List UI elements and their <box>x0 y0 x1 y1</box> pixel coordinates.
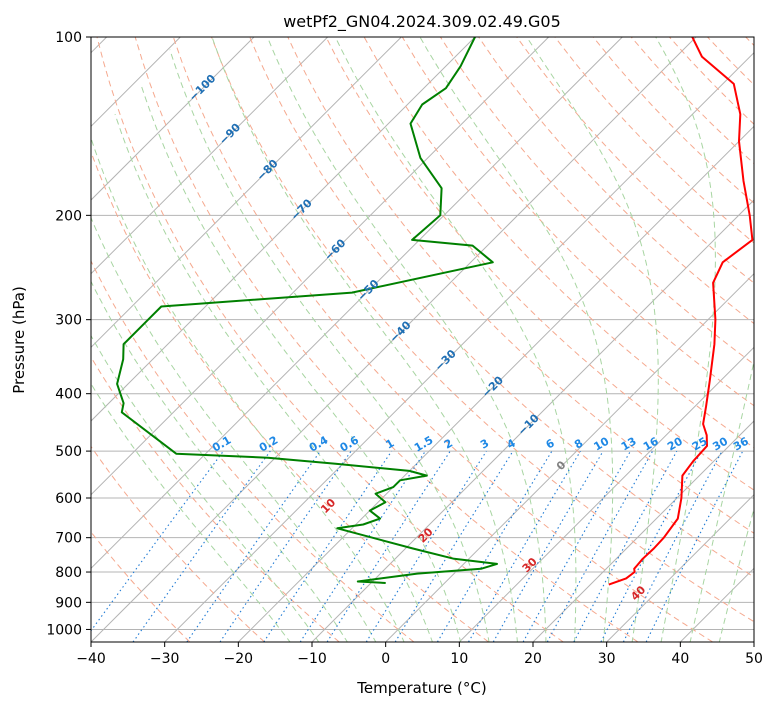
dry-adiabat <box>516 37 754 284</box>
isotherm-line <box>91 37 623 570</box>
x-axis-label: Temperature (°C) <box>356 679 486 697</box>
isotherm-line <box>91 37 697 642</box>
x-tick-label: −20 <box>224 651 254 667</box>
y-tick-label: 600 <box>55 491 82 507</box>
mixing-ratio-line <box>573 450 678 642</box>
dry-adiabat <box>134 37 639 642</box>
moist-adiabat <box>266 37 547 642</box>
isotherm-line <box>458 346 754 642</box>
moist-adiabat <box>655 37 716 642</box>
y-tick-label: 800 <box>55 565 82 581</box>
moist-adiabat <box>169 49 490 642</box>
mixing-ratio-line <box>600 450 702 642</box>
dry-adiabat <box>91 445 265 642</box>
isotherm-line <box>237 125 754 642</box>
x-tick-label: 50 <box>745 651 763 667</box>
moist-adiabat <box>91 280 348 642</box>
moist-adiabat <box>689 358 754 642</box>
moist-adiabat <box>91 382 291 642</box>
x-tick-label: −30 <box>150 651 180 667</box>
isotherm-line <box>91 37 329 275</box>
x-tick-label: 20 <box>524 651 542 667</box>
dewpoint-profile-line <box>116 37 498 584</box>
mixing-ratio-line <box>263 450 393 642</box>
x-tick-label: 30 <box>598 651 616 667</box>
mixing-ratio-line <box>365 450 487 642</box>
y-tick-label: 900 <box>55 595 82 611</box>
dry-adiabat <box>96 37 564 642</box>
dry-adiabat <box>249 37 754 578</box>
moist-adiabat <box>91 216 377 642</box>
x-tick-label: 40 <box>671 651 689 667</box>
mixing-ratio-line <box>468 450 581 642</box>
moist-adiabat <box>718 507 754 642</box>
y-tick-label: 400 <box>55 387 82 403</box>
dry-adiabat <box>172 37 713 642</box>
plot-frame <box>90 36 755 643</box>
moist-adiabat <box>334 37 577 642</box>
chart-title: wetPf2_GN04.2024.309.02.49.G05 <box>283 12 561 32</box>
isotherm-line <box>91 37 550 496</box>
isotherm-line <box>91 37 402 349</box>
dry-adiabat <box>287 37 754 534</box>
moist-adiabat <box>91 334 320 642</box>
x-tick-label: −40 <box>76 651 106 667</box>
dry-adiabat <box>91 259 415 642</box>
isotherm-line <box>91 37 476 422</box>
y-tick-label: 100 <box>55 30 82 46</box>
mixing-ratio-line <box>436 450 553 642</box>
y-tick-label: 200 <box>55 208 82 224</box>
y-tick-label: 500 <box>55 444 82 460</box>
moist-adiabat <box>419 37 614 642</box>
mixing-ratio-line <box>326 450 451 642</box>
moist-adiabat <box>114 114 433 642</box>
moist-adiabat <box>526 37 659 642</box>
y-tick-label: 1000 <box>46 622 82 638</box>
temperature-profile-line <box>608 37 754 586</box>
y-tick-label: 300 <box>55 313 82 329</box>
isotherm-line <box>385 272 754 642</box>
mixing-ratio-line <box>186 450 321 642</box>
isotherm-line <box>606 493 754 642</box>
mixing-ratio-line <box>299 450 426 642</box>
isotherm-line <box>532 420 754 642</box>
moist-adiabat <box>140 83 462 642</box>
y-axis-label: Pressure (hPa) <box>10 286 28 394</box>
dry-adiabat <box>325 37 754 491</box>
moist-adiabat <box>91 136 405 642</box>
x-tick-label: −10 <box>297 651 327 667</box>
mixing-ratio-line <box>394 450 514 642</box>
mixing-ratio-line <box>219 450 352 642</box>
isotherm-line <box>91 37 255 201</box>
y-tick-label: 700 <box>55 531 82 547</box>
x-tick-label: 10 <box>450 651 468 667</box>
dry-adiabat <box>211 37 754 623</box>
moist-adiabat <box>211 37 519 642</box>
x-tick-label: 0 <box>381 651 390 667</box>
isotherm-line <box>164 51 754 642</box>
